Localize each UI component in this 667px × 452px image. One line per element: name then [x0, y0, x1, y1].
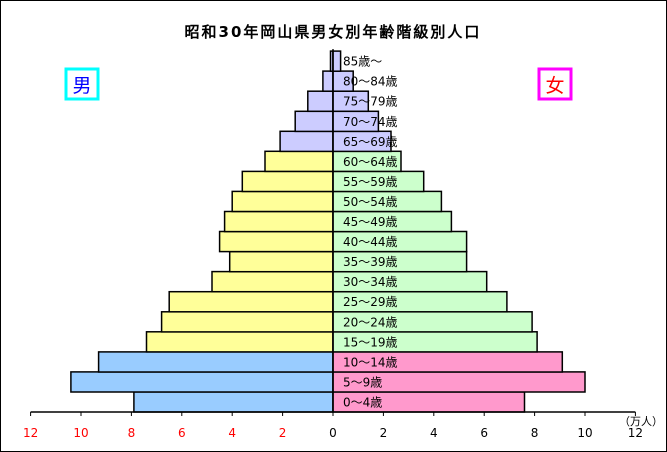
male-label: 男: [72, 75, 91, 97]
chart-title: 昭和30年岡山県男女別年齢階級別人口: [185, 23, 482, 41]
x-tick-label: 2: [279, 426, 287, 440]
female-label: 女: [545, 75, 564, 97]
age-label: 10〜14歳: [343, 355, 398, 369]
x-tick-label: 4: [228, 426, 236, 440]
female-bar: [332, 50, 342, 72]
x-tick-label: 8: [128, 426, 136, 440]
x-tick-label: 10: [73, 426, 88, 440]
age-label: 75〜79歳: [343, 95, 398, 109]
age-labels-group: 0〜4歳 5〜9歳 10〜14歳 15〜19歳 20〜24歳 25〜29歳 30〜34歳 35…: [343, 55, 398, 410]
age-label: 15〜19歳: [343, 335, 398, 349]
male-bar: [241, 170, 334, 193]
age-label: 30〜34歳: [343, 275, 398, 289]
male-bar: [218, 230, 334, 253]
male-bar: [145, 331, 334, 353]
age-label: 5〜9歳: [343, 375, 382, 389]
age-label: 40〜44歳: [343, 235, 398, 249]
x-axis: 12 10 8 6 4 2 0 2 4 6 8 10 12: [23, 49, 643, 440]
male-bar: [97, 351, 334, 373]
male-bar: [223, 210, 334, 233]
male-bar: [70, 371, 334, 393]
male-bar: [322, 70, 334, 92]
age-label: 55〜59歳: [343, 175, 398, 189]
male-bar: [211, 270, 334, 293]
x-tick-label: 6: [480, 426, 488, 440]
unit-label: （万人）: [619, 415, 663, 428]
age-label: 0〜4歳: [343, 396, 382, 410]
age-label: 70〜74歳: [343, 115, 398, 129]
x-tick-label: 8: [531, 426, 539, 440]
x-tick-label: 4: [430, 426, 438, 440]
age-label: 35〜39歳: [343, 255, 398, 269]
age-label: 60〜64歳: [343, 155, 398, 169]
male-bar: [231, 190, 334, 213]
x-tick-label: 12: [23, 426, 38, 440]
age-label: 50〜54歳: [343, 195, 398, 209]
male-bar: [279, 130, 334, 153]
x-tick-label: 12: [628, 426, 643, 440]
female-label-box: [537, 67, 573, 101]
age-label: 65〜69歳: [343, 135, 398, 149]
age-label: 80〜84歳: [343, 75, 398, 89]
age-label: 25〜29歳: [343, 295, 398, 309]
x-tick-label: 10: [577, 426, 592, 440]
male-label-box: [64, 67, 100, 101]
male-bar: [294, 110, 334, 133]
x-tick-label: 2: [380, 426, 388, 440]
bars-group: [70, 50, 586, 413]
male-bar: [228, 250, 334, 273]
x-tick-label: 0: [329, 426, 337, 440]
age-label: 20〜24歳: [343, 315, 398, 329]
male-bar: [264, 150, 334, 173]
age-label: 45〜49歳: [343, 215, 398, 229]
male-bar: [160, 311, 334, 333]
male-bar: [307, 90, 334, 113]
x-tick-label: 6: [178, 426, 186, 440]
age-label: 85歳〜: [343, 55, 382, 69]
male-bar: [133, 391, 334, 413]
male-bar: [168, 290, 334, 313]
